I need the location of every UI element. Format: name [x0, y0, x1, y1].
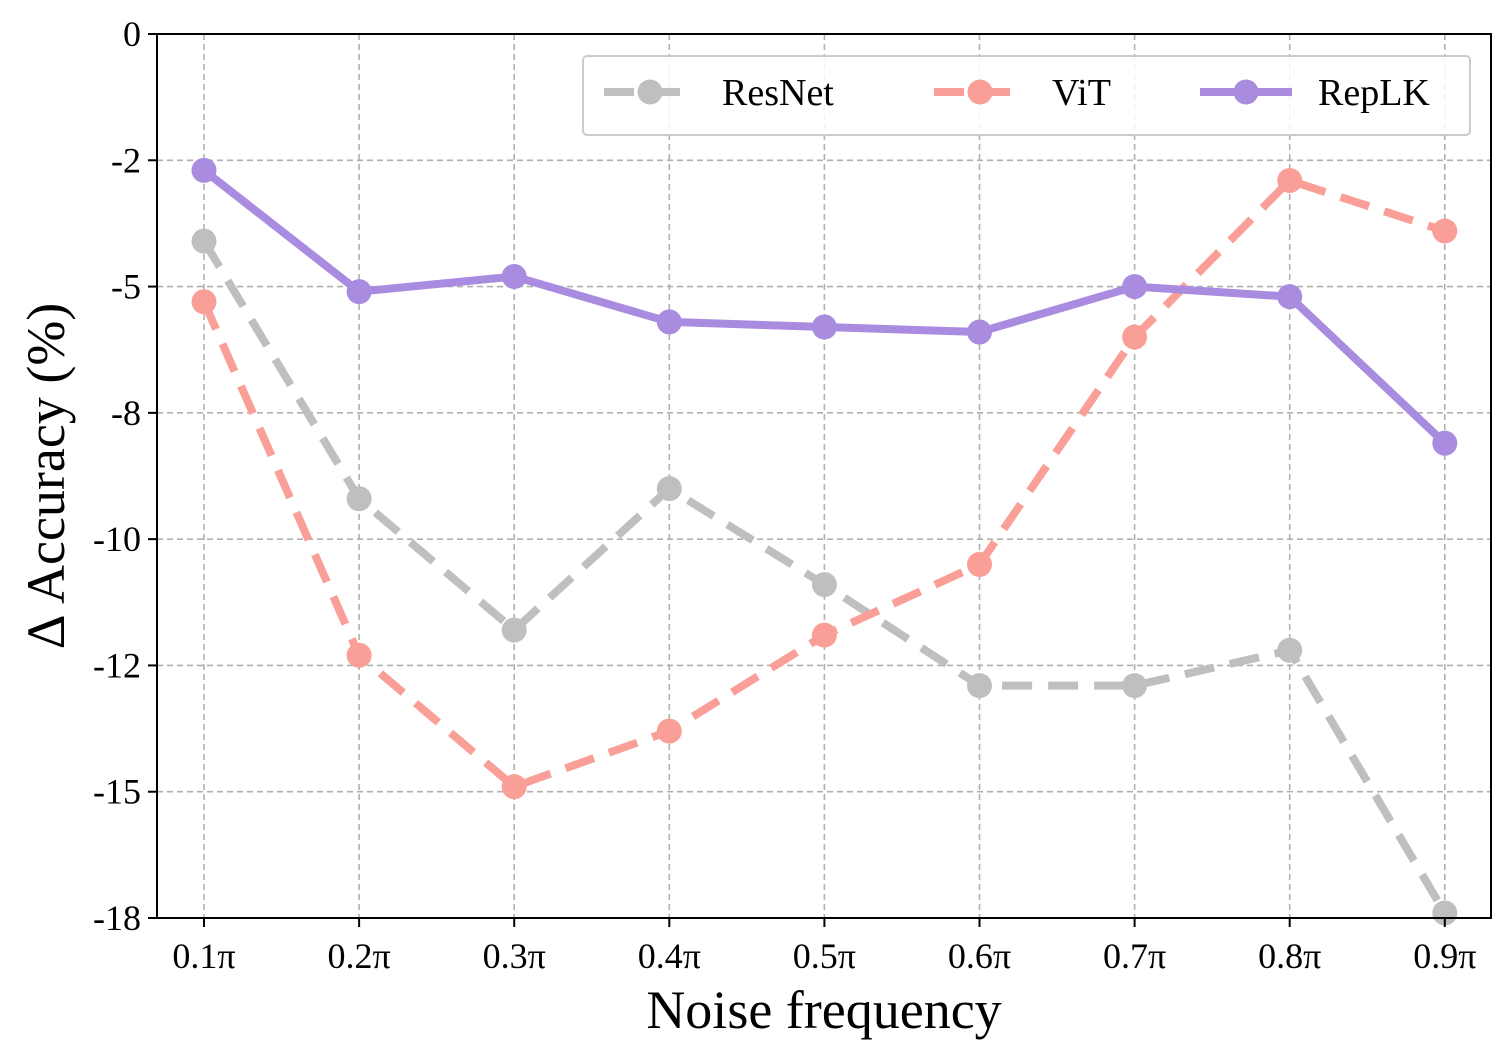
data-point-vit: [656, 718, 682, 744]
data-point-replk: [656, 309, 682, 335]
y-tick-label: -15: [93, 772, 141, 812]
data-point-replk: [1432, 430, 1458, 456]
legend-entry-replk: RepLK: [1200, 72, 1430, 114]
data-point-vit: [191, 289, 217, 315]
y-tick-label: 0: [123, 14, 141, 54]
legend-marker-resnet: [637, 79, 663, 105]
legend-marker-replk: [1233, 79, 1259, 105]
legend-label-vit: ViT: [1052, 72, 1111, 114]
data-point-replk: [811, 314, 837, 340]
y-tick-label: -5: [111, 267, 141, 307]
x-tick-label: 0.7π: [1103, 936, 1166, 976]
legend-marker-vit: [967, 79, 993, 105]
legend-box: [582, 55, 1471, 136]
x-axis-ticks: 0.1π 0.2π 0.3π 0.4π 0.5π 0.6π 0.7π 0.8π 0.9π: [172, 918, 1476, 976]
data-point-resnet: [1122, 673, 1148, 699]
data-point-replk: [501, 263, 527, 289]
data-point-vit: [1122, 324, 1148, 350]
x-tick-label: 0.6π: [948, 936, 1011, 976]
legend-label-replk: RepLK: [1318, 72, 1430, 114]
y-tick-label: -12: [93, 645, 141, 685]
grid: [157, 34, 1491, 918]
legend-entry-vit: ViT: [934, 72, 1111, 114]
data-point-vit: [346, 642, 372, 668]
x-tick-label: 0.3π: [483, 936, 546, 976]
data-point-replk: [1277, 284, 1303, 310]
y-tick-label: -18: [93, 898, 141, 938]
x-tick-label: 0.2π: [328, 936, 391, 976]
data-point-resnet: [346, 486, 372, 512]
data-point-resnet: [501, 617, 527, 643]
data-point-replk: [191, 157, 217, 183]
data-point-resnet: [1432, 900, 1458, 926]
data-point-replk: [1122, 274, 1148, 300]
data-point-vit: [811, 622, 837, 648]
x-axis-title: Noise frequency: [646, 980, 1001, 1040]
y-tick-label: -2: [111, 140, 141, 180]
series-replk: [191, 157, 1458, 456]
data-point-vit: [1432, 218, 1458, 244]
data-point-replk: [967, 319, 992, 345]
series-vit: [191, 167, 1458, 800]
legend-entry-resnet: ResNet: [604, 72, 834, 114]
x-tick-label: 0.9π: [1413, 936, 1476, 976]
y-axis-ticks: 0 -2 -5 -8 -10 -12 -15 -18: [93, 14, 157, 938]
data-point-replk: [346, 279, 372, 305]
series-resnet: [191, 228, 1458, 926]
data-point-resnet: [1277, 637, 1303, 663]
data-point-vit: [967, 551, 992, 577]
data-point-resnet: [191, 228, 217, 254]
data-point-resnet: [967, 673, 992, 699]
series-layer: [191, 157, 1458, 926]
data-point-vit: [1277, 167, 1303, 193]
legend-label-resnet: ResNet: [722, 72, 834, 114]
data-point-vit: [501, 774, 527, 800]
y-axis-title: Δ Accuracy (%): [16, 303, 76, 650]
x-tick-label: 0.1π: [172, 936, 235, 976]
y-tick-label: -10: [93, 519, 141, 559]
legend: ResNet ViT RepLK: [582, 55, 1471, 136]
data-point-resnet: [656, 476, 682, 502]
x-tick-label: 0.5π: [793, 936, 856, 976]
data-point-resnet: [811, 572, 837, 598]
x-tick-label: 0.4π: [638, 936, 701, 976]
x-tick-label: 0.8π: [1258, 936, 1321, 976]
y-tick-label: -8: [111, 393, 141, 433]
